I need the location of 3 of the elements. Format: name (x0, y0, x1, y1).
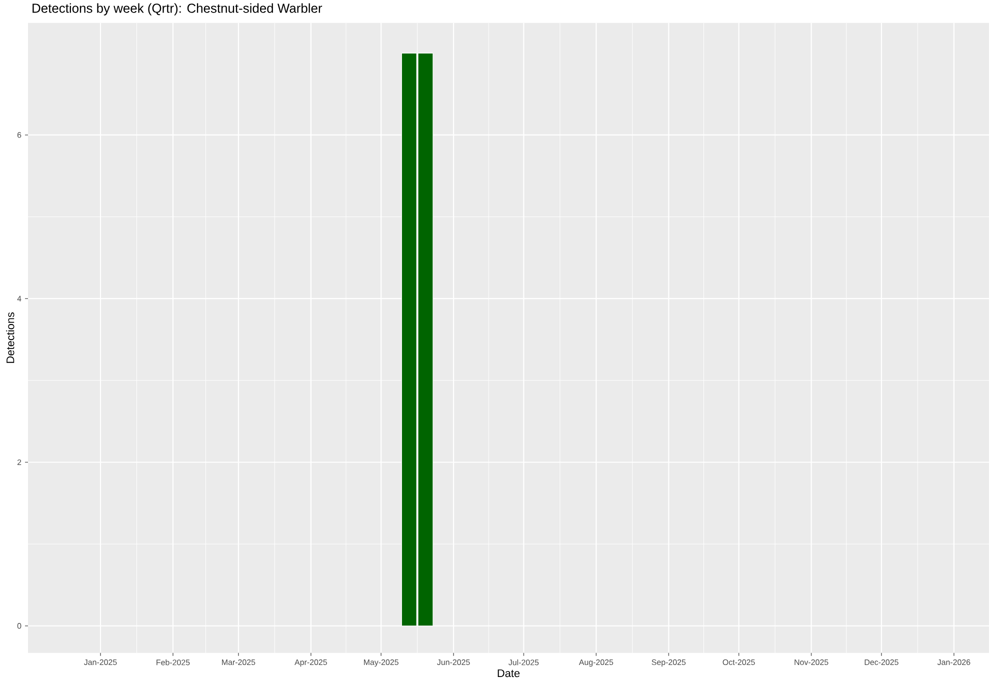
y-axis-title: Detections (6, 312, 14, 363)
chart-title: Detections by week (Qrtr): Chestnut-sided Warbler (32, 3, 322, 16)
x-axis-title: Date (498, 670, 520, 678)
